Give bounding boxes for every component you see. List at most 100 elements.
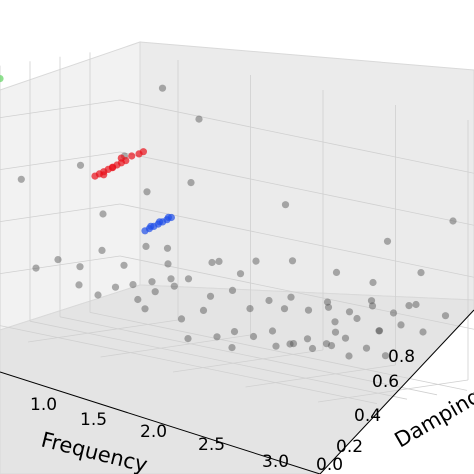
gray-data-point xyxy=(170,282,178,290)
gray-data-point xyxy=(289,340,298,348)
gray-data-point xyxy=(441,312,450,320)
floor-grid-line xyxy=(59,316,438,396)
gray-data-point xyxy=(397,321,405,329)
gray-data-point xyxy=(368,302,377,310)
gray-data-point xyxy=(331,328,340,336)
gray-data-point xyxy=(206,292,215,300)
gray-data-point xyxy=(184,335,192,343)
gray-data-point xyxy=(323,298,332,306)
gray-data-point xyxy=(195,115,203,123)
gray-data-point xyxy=(265,296,273,305)
floor-pane xyxy=(0,284,474,474)
gray-data-point xyxy=(280,305,289,313)
gray-data-point xyxy=(304,306,313,314)
gray-data-point xyxy=(184,275,193,283)
gray-data-point xyxy=(417,269,425,277)
gray-data-point xyxy=(327,342,336,350)
gray-data-point xyxy=(151,288,159,296)
x-tick-label: 3.0 xyxy=(262,452,289,472)
gray-data-point xyxy=(362,344,371,352)
gray-data-point xyxy=(268,327,277,335)
gray-data-point xyxy=(17,175,25,183)
gray-data-point xyxy=(369,278,377,287)
tick-labels: 1.0 1.5 2.0 2.5 3.0 0.00.2 0.4 0.6 0.8 xyxy=(30,347,415,474)
wall-grid-line xyxy=(0,255,121,275)
y-tick-label: 0.4 xyxy=(354,406,381,426)
floor-grid-line xyxy=(317,379,469,403)
wall-grid-line xyxy=(119,203,474,278)
gray-data-point xyxy=(341,334,350,342)
red-data-point xyxy=(128,152,136,160)
y-tick-label: 0.0 xyxy=(316,455,343,474)
gray-data-point xyxy=(303,335,312,343)
gray-data-point xyxy=(412,300,420,309)
red-data-point xyxy=(108,164,117,172)
gray-data-point xyxy=(163,244,172,252)
floor-grid-line xyxy=(89,312,468,391)
y-tick-label: 0.8 xyxy=(388,347,415,367)
red-data-point xyxy=(139,148,147,156)
gray-data-point xyxy=(187,179,195,187)
gray-data-point xyxy=(332,268,341,276)
x-tick-label: 1.5 xyxy=(80,410,107,430)
gray-data-point xyxy=(252,257,260,265)
x-tick-label: 2.5 xyxy=(198,435,225,455)
x-tick-label: 2.0 xyxy=(140,422,167,442)
gray-data-point xyxy=(367,297,376,305)
gray-data-point xyxy=(449,217,457,225)
floor-grid-line xyxy=(245,364,396,388)
gray-data-point xyxy=(236,270,245,278)
gray-data-point xyxy=(308,344,317,353)
y-axis-line xyxy=(319,309,474,474)
right-wall-pane xyxy=(139,41,474,301)
x-axis-line xyxy=(0,371,321,474)
gray-data-point xyxy=(76,263,84,271)
wall-grid-line xyxy=(0,99,121,119)
gray-data-point xyxy=(381,352,390,360)
blue-data-point xyxy=(164,213,172,221)
wall-grid-line xyxy=(119,99,474,174)
gray-data-point xyxy=(246,305,254,313)
floor-grid-line xyxy=(0,325,378,404)
gray-data-point xyxy=(249,332,258,341)
gray-data-point xyxy=(345,308,354,316)
floor-grid-line xyxy=(172,349,324,373)
gray-data-point xyxy=(345,352,353,360)
gray-data-point xyxy=(324,303,333,311)
gray-data-point xyxy=(213,333,221,341)
gray-data-point xyxy=(142,242,150,250)
back-panes xyxy=(0,41,474,474)
gray-data-point xyxy=(148,278,156,286)
gray-data-point xyxy=(272,342,280,350)
gray-data-point xyxy=(208,258,216,267)
gray-data-point xyxy=(158,84,167,92)
gray-data-point xyxy=(164,260,172,268)
grid-lines xyxy=(0,52,474,404)
red-data-point xyxy=(117,154,125,162)
gray-data-point xyxy=(98,246,106,254)
wall-grid-line xyxy=(0,151,121,171)
wall-grid-line xyxy=(119,151,474,226)
gray-data-point xyxy=(141,305,149,313)
gray-data-point xyxy=(199,306,208,314)
gray-data-point xyxy=(94,291,102,299)
blue-data-point xyxy=(147,222,155,230)
gray-data-point xyxy=(228,286,237,294)
gray-data-point xyxy=(75,281,83,289)
floor-grid-line xyxy=(27,319,179,343)
gray-data-point xyxy=(389,309,398,317)
gray-data-point xyxy=(177,315,186,323)
gray-data-point xyxy=(383,237,392,245)
gray-data-point xyxy=(405,302,413,310)
gray-data-point xyxy=(76,161,85,169)
gray-data-point xyxy=(32,264,40,272)
gray-data-point xyxy=(353,314,361,323)
gray-data-point xyxy=(375,327,383,335)
gray-data-point xyxy=(331,318,339,326)
gray-data-point xyxy=(287,293,295,301)
gray-data-point xyxy=(228,344,236,352)
wall-grid-line xyxy=(0,203,121,223)
gray-data-point xyxy=(230,328,239,336)
floor-grid-line xyxy=(29,320,408,400)
gray-data-point xyxy=(167,275,175,283)
